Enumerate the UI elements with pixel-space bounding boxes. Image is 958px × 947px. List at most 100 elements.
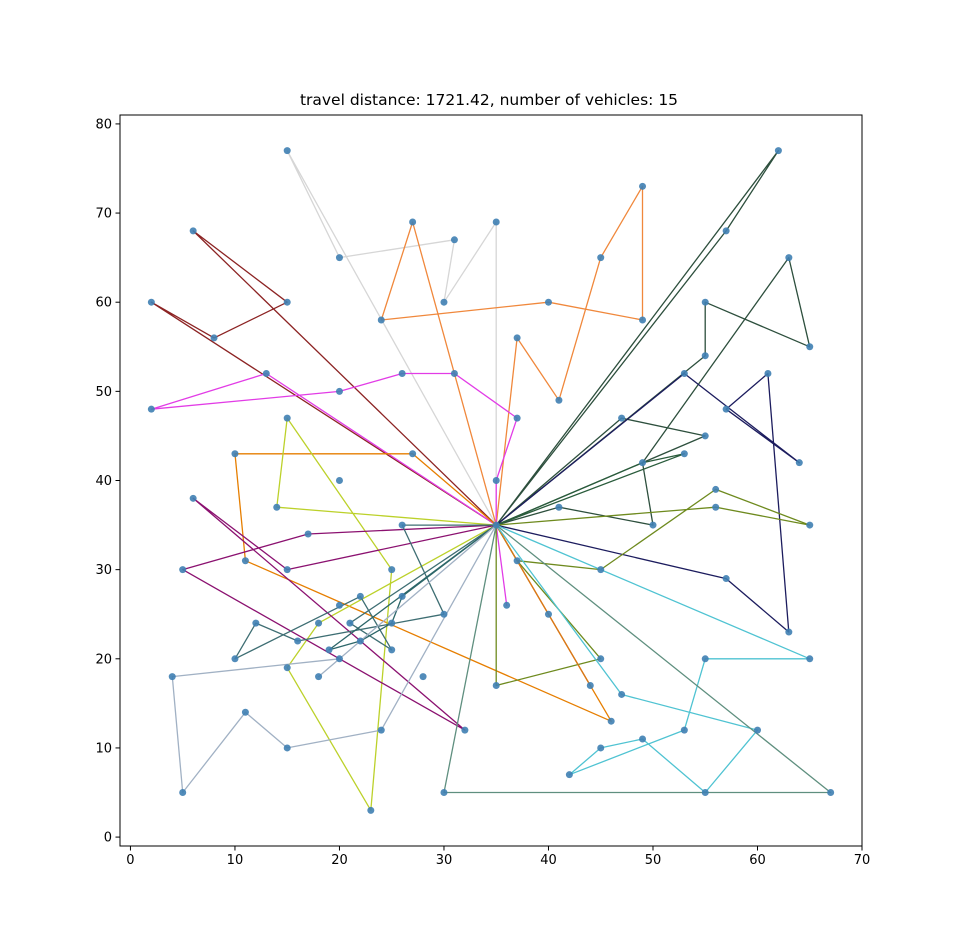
- chart-title: travel distance: 1721.42, number of vehi…: [300, 91, 678, 109]
- customer-point: [398, 592, 406, 600]
- customer-point: [388, 566, 396, 574]
- customer-point: [701, 789, 709, 797]
- x-tick-label: 10: [227, 853, 244, 868]
- customer-point: [189, 227, 197, 235]
- customer-point: [273, 503, 281, 511]
- customer-point: [712, 485, 720, 493]
- customer-point: [231, 450, 239, 458]
- customer-point: [806, 655, 814, 663]
- customer-point: [304, 530, 312, 538]
- customer-point: [618, 690, 626, 698]
- customer-point: [597, 566, 605, 574]
- customer-point: [440, 610, 448, 618]
- x-tick-label: 60: [749, 853, 766, 868]
- route-line-16: [495, 524, 811, 794]
- customer-point: [294, 637, 302, 645]
- customer-point: [189, 494, 197, 502]
- customer-point: [597, 254, 605, 262]
- customer-point: [680, 450, 688, 458]
- customer-point: [210, 334, 218, 342]
- customer-point: [492, 682, 500, 690]
- customer-point: [639, 316, 647, 324]
- customer-point: [388, 646, 396, 654]
- customer-point: [335, 387, 343, 395]
- route-line-2: [380, 185, 644, 526]
- customer-point: [639, 459, 647, 467]
- customer-point: [335, 254, 343, 262]
- route-line-1: [286, 150, 497, 526]
- route-line-13: [328, 524, 497, 651]
- customer-point: [398, 521, 406, 529]
- plot-frame: [119, 114, 863, 847]
- y-tick-label: 40: [95, 474, 112, 489]
- x-tick-label: 30: [436, 853, 453, 868]
- route-line-7: [495, 372, 800, 633]
- customer-point: [179, 566, 187, 574]
- route-line-12: [234, 524, 497, 660]
- route-line-11: [182, 497, 497, 731]
- customer-point: [147, 298, 155, 306]
- route-line-10: [495, 488, 811, 687]
- customer-point: [764, 370, 772, 378]
- customer-point: [356, 637, 364, 645]
- customer-point: [701, 432, 709, 440]
- route-line-3: [150, 230, 497, 526]
- customer-point: [450, 236, 458, 244]
- customer-point: [335, 477, 343, 484]
- customer-point: [639, 182, 647, 190]
- customer-point: [586, 682, 594, 690]
- customer-point: [377, 316, 385, 324]
- customer-point: [544, 298, 552, 306]
- customer-point: [701, 352, 709, 360]
- customer-point: [252, 619, 260, 627]
- customer-point: [513, 557, 521, 565]
- customer-point: [555, 503, 563, 511]
- customer-point: [283, 744, 291, 752]
- depot-point: [492, 521, 500, 529]
- customer-point: [680, 370, 688, 378]
- route-line-5: [495, 150, 811, 526]
- customer-point: [785, 254, 793, 262]
- customer-point: [722, 227, 730, 235]
- customer-point: [168, 673, 176, 681]
- customer-point: [785, 628, 793, 636]
- customer-point: [753, 726, 761, 734]
- axes-layer: 0 10 20 30 40 50 60 70 0 10 20 30 40 50 60 70 80: [95, 114, 870, 868]
- customer-point: [398, 370, 406, 378]
- y-tick-label: 30: [95, 563, 112, 578]
- customer-point: [450, 370, 458, 378]
- customer-point: [315, 673, 323, 681]
- y-tick-label: 0: [104, 831, 112, 846]
- customer-point: [492, 218, 500, 226]
- customer-point: [597, 744, 605, 752]
- customer-point: [147, 405, 155, 413]
- x-tick-label: 50: [645, 853, 662, 868]
- route-line-6: [495, 453, 685, 526]
- customer-point: [231, 655, 239, 663]
- customer-point: [513, 334, 521, 342]
- customer-point: [680, 726, 688, 734]
- route-line-14: [171, 524, 497, 794]
- customer-point: [806, 521, 814, 529]
- x-tick-label: 0: [126, 853, 134, 868]
- customer-point: [722, 405, 730, 413]
- customer-point: [241, 708, 249, 716]
- customer-point: [356, 592, 364, 600]
- customer-point: [315, 619, 323, 627]
- customer-point: [335, 655, 343, 663]
- customer-point: [513, 414, 521, 422]
- route-line-17: [443, 524, 832, 794]
- customer-point: [440, 789, 448, 797]
- customer-point: [325, 646, 333, 654]
- customer-point: [712, 503, 720, 511]
- customer-point: [335, 601, 343, 609]
- customer-point: [367, 806, 375, 814]
- customer-point: [283, 414, 291, 422]
- y-tick-label: 10: [95, 741, 112, 756]
- customer-point: [701, 298, 709, 306]
- route-line-4: [150, 372, 518, 606]
- customer-point: [283, 664, 291, 672]
- y-tick-label: 60: [95, 296, 112, 311]
- customer-point: [827, 789, 835, 797]
